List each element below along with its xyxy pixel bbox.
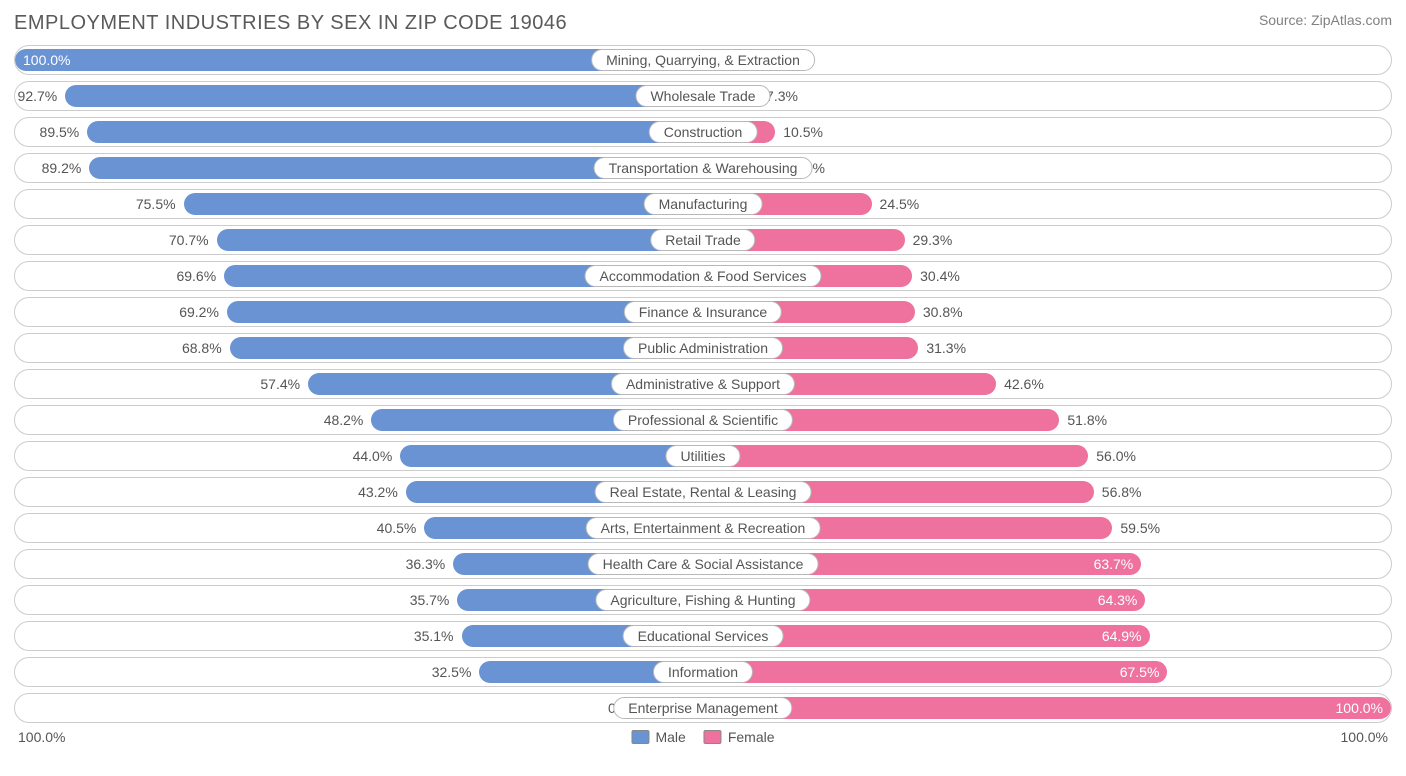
female-pct-label: 10.5% bbox=[783, 124, 823, 140]
category-label: Utilities bbox=[665, 445, 740, 467]
male-pct-label: 100.0% bbox=[23, 52, 70, 68]
legend-male: Male bbox=[631, 729, 685, 745]
chart-row: 35.1% 64.9% Educational Services bbox=[14, 621, 1392, 651]
axis-right-label: 100.0% bbox=[1341, 729, 1388, 745]
male-pct-label: 35.1% bbox=[414, 628, 454, 644]
female-pct-label: 31.3% bbox=[926, 340, 966, 356]
chart-row: 69.2% 30.8% Finance & Insurance bbox=[14, 297, 1392, 327]
male-pct-label: 70.7% bbox=[169, 232, 209, 248]
female-pct-label: 42.6% bbox=[1004, 376, 1044, 392]
female-pct-label: 7.3% bbox=[766, 88, 798, 104]
chart-row: 89.2%10.8%Transportation & Warehousing bbox=[14, 153, 1392, 183]
category-label: Administrative & Support bbox=[611, 373, 795, 395]
category-label: Transportation & Warehousing bbox=[594, 157, 813, 179]
chart-row: 48.2% 51.8% Professional & Scientific bbox=[14, 405, 1392, 435]
legend-male-label: Male bbox=[655, 729, 685, 745]
male-pct-label: 44.0% bbox=[353, 448, 393, 464]
male-bar bbox=[217, 229, 703, 251]
chart-row: 70.7% 29.3% Retail Trade bbox=[14, 225, 1392, 255]
chart-row: 35.7% 64.3% Agriculture, Fishing & Hunting bbox=[14, 585, 1392, 615]
female-pct-label: 67.5% bbox=[1120, 664, 1160, 680]
chart-row: 40.5% 59.5% Arts, Entertainment & Recreati… bbox=[14, 513, 1392, 543]
male-pct-label: 35.7% bbox=[410, 592, 450, 608]
category-label: Finance & Insurance bbox=[624, 301, 782, 323]
category-label: Agriculture, Fishing & Hunting bbox=[595, 589, 810, 611]
female-bar bbox=[703, 697, 1391, 719]
legend-female-label: Female bbox=[728, 729, 775, 745]
male-pct-label: 69.6% bbox=[176, 268, 216, 284]
male-pct-label: 43.2% bbox=[358, 484, 398, 500]
chart-row: 57.4% 42.6% Administrative & Support bbox=[14, 369, 1392, 399]
legend: Male Female bbox=[631, 729, 774, 745]
male-pct-label: 89.2% bbox=[42, 160, 82, 176]
male-pct-label: 36.3% bbox=[406, 556, 446, 572]
category-label: Construction bbox=[649, 121, 758, 143]
male-bar bbox=[65, 85, 703, 107]
female-pct-label: 100.0% bbox=[1336, 700, 1383, 716]
category-label: Wholesale Trade bbox=[635, 85, 770, 107]
chart-row: 92.7% 7.3%Wholesale Trade bbox=[14, 81, 1392, 111]
chart-row: 0.0%100.0%Enterprise Management bbox=[14, 693, 1392, 723]
chart-row: 32.5% 67.5% Information bbox=[14, 657, 1392, 687]
axis-left-label: 100.0% bbox=[18, 729, 65, 745]
male-pct-label: 92.7% bbox=[18, 88, 58, 104]
category-label: Public Administration bbox=[623, 337, 783, 359]
female-pct-label: 64.3% bbox=[1098, 592, 1138, 608]
category-label: Enterprise Management bbox=[613, 697, 792, 719]
male-bar bbox=[400, 445, 703, 467]
chart-source: Source: ZipAtlas.com bbox=[1259, 12, 1392, 28]
female-pct-label: 64.9% bbox=[1102, 628, 1142, 644]
chart-title: EMPLOYMENT INDUSTRIES BY SEX IN ZIP CODE… bbox=[14, 12, 567, 35]
male-pct-label: 68.8% bbox=[182, 340, 222, 356]
male-pct-label: 69.2% bbox=[179, 304, 219, 320]
male-bar bbox=[87, 121, 703, 143]
diverging-bar-chart: 100.0%0.0%Mining, Quarrying, & Extractio… bbox=[14, 45, 1392, 723]
category-label: Professional & Scientific bbox=[613, 409, 793, 431]
chart-header: EMPLOYMENT INDUSTRIES BY SEX IN ZIP CODE… bbox=[14, 12, 1392, 35]
chart-row: 100.0%0.0%Mining, Quarrying, & Extractio… bbox=[14, 45, 1392, 75]
male-bar bbox=[184, 193, 703, 215]
category-label: Health Care & Social Assistance bbox=[588, 553, 819, 575]
chart-footer: 100.0% Male Female 100.0% bbox=[14, 729, 1392, 751]
category-label: Mining, Quarrying, & Extraction bbox=[591, 49, 815, 71]
male-pct-label: 89.5% bbox=[40, 124, 80, 140]
female-pct-label: 63.7% bbox=[1094, 556, 1134, 572]
female-pct-label: 30.4% bbox=[920, 268, 960, 284]
male-swatch bbox=[631, 730, 649, 744]
female-pct-label: 51.8% bbox=[1067, 412, 1107, 428]
category-label: Retail Trade bbox=[650, 229, 755, 251]
male-pct-label: 32.5% bbox=[432, 664, 472, 680]
male-pct-label: 57.4% bbox=[260, 376, 300, 392]
chart-row: 44.0% 56.0% Utilities bbox=[14, 441, 1392, 471]
female-pct-label: 30.8% bbox=[923, 304, 963, 320]
male-pct-label: 48.2% bbox=[324, 412, 364, 428]
chart-row: 75.5% 24.5% Manufacturing bbox=[14, 189, 1392, 219]
female-bar bbox=[703, 661, 1167, 683]
category-label: Accommodation & Food Services bbox=[585, 265, 822, 287]
chart-row: 43.2% 56.8% Real Estate, Rental & Leasing bbox=[14, 477, 1392, 507]
female-pct-label: 29.3% bbox=[913, 232, 953, 248]
chart-row: 89.5% 10.5% Construction bbox=[14, 117, 1392, 147]
female-pct-label: 56.0% bbox=[1096, 448, 1136, 464]
category-label: Information bbox=[653, 661, 753, 683]
female-swatch bbox=[704, 730, 722, 744]
male-pct-label: 75.5% bbox=[136, 196, 176, 212]
female-pct-label: 56.8% bbox=[1102, 484, 1142, 500]
category-label: Real Estate, Rental & Leasing bbox=[595, 481, 812, 503]
male-pct-label: 40.5% bbox=[377, 520, 417, 536]
female-pct-label: 59.5% bbox=[1120, 520, 1160, 536]
chart-row: 68.8% 31.3% Public Administration bbox=[14, 333, 1392, 363]
chart-row: 36.3% 63.7% Health Care & Social Assistanc… bbox=[14, 549, 1392, 579]
female-bar bbox=[703, 445, 1088, 467]
category-label: Educational Services bbox=[623, 625, 784, 647]
category-label: Manufacturing bbox=[644, 193, 763, 215]
chart-row: 69.6% 30.4% Accommodation & Food Services bbox=[14, 261, 1392, 291]
female-pct-label: 24.5% bbox=[880, 196, 920, 212]
legend-female: Female bbox=[704, 729, 775, 745]
category-label: Arts, Entertainment & Recreation bbox=[586, 517, 821, 539]
